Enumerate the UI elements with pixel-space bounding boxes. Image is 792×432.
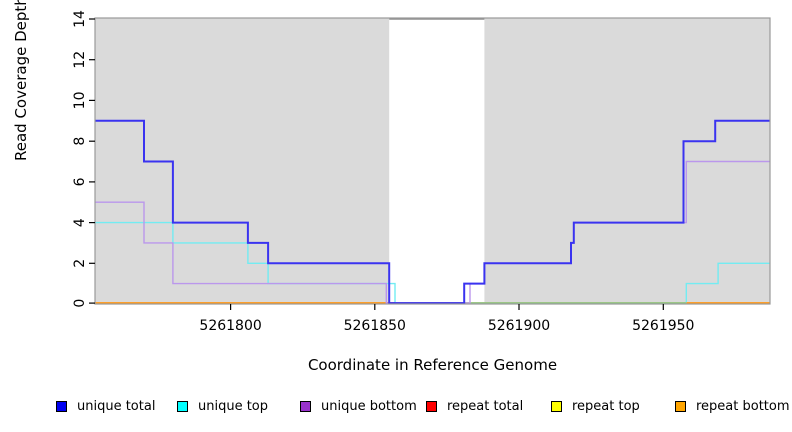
y-tick-label: 4 (72, 218, 88, 227)
legend-swatch (675, 400, 686, 412)
legend-label: unique total (77, 398, 156, 414)
legend-swatch (56, 400, 67, 412)
legend-item-repeat-bottom: repeat bottom (675, 396, 790, 416)
legend-label: repeat top (572, 398, 640, 414)
plot-box (94, 17, 771, 305)
x-tick-label: 5261800 (199, 318, 261, 334)
gap-region (389, 18, 485, 304)
legend-label: repeat bottom (696, 398, 790, 414)
legend-swatch (177, 400, 188, 412)
x-tick-label: 5261950 (632, 318, 694, 334)
legend-label: unique top (198, 398, 269, 414)
legend-item-unique-bottom: unique bottom (300, 396, 417, 416)
y-axis-title: Read Coverage Depth (12, 0, 30, 161)
y-tick-label: 2 (72, 259, 88, 268)
legend-swatch (300, 400, 311, 412)
legend-item-unique-top: unique top (177, 396, 268, 416)
y-tick-label: 12 (72, 51, 88, 69)
legend-label: repeat total (447, 398, 524, 414)
legend-item-repeat-top: repeat top (551, 396, 640, 416)
legend-swatch (551, 400, 562, 412)
y-tick-label: 6 (72, 177, 88, 186)
x-axis-title: Coordinate in Reference Genome (307, 356, 558, 374)
legend-item-repeat-total: repeat total (426, 396, 523, 416)
x-tick-label: 5261850 (344, 318, 406, 334)
y-tick-label: 0 (72, 299, 88, 308)
y-tick-label: 10 (72, 91, 88, 109)
legend-label: unique bottom (321, 398, 417, 414)
legend: unique total unique top unique bottom repea… (0, 396, 792, 420)
legend-item-unique-total: unique total (56, 396, 155, 416)
series-unique-total (95, 119, 770, 305)
plot-canvas: 5261800 5261850 5261900 5261950 0 2 4 6 8 10 12 14 (72, 10, 771, 334)
y-tick-label: 8 (72, 137, 88, 146)
legend-swatch (426, 400, 437, 412)
y-tick-label: 14 (72, 10, 88, 28)
x-tick-label: 5261900 (488, 318, 550, 334)
